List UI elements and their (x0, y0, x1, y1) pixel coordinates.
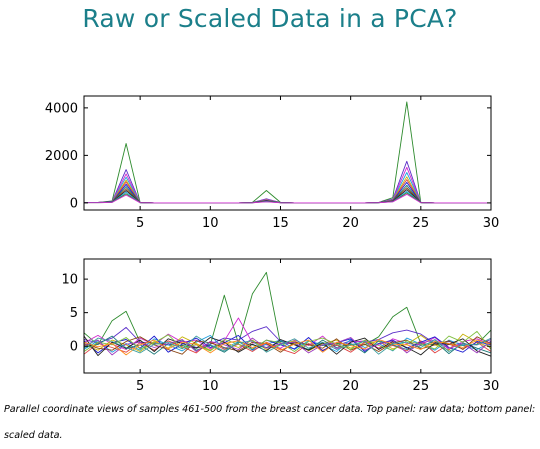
top-series-line-10 (84, 191, 491, 204)
bottom-y-tick-label: 5 (70, 306, 78, 321)
figure-caption: Parallel coordinate views of samples 461… (4, 404, 536, 441)
top-x-tick-label: 25 (413, 216, 430, 231)
bottom-series-line-0 (83, 271, 492, 349)
top-y-tick-label: 4000 (45, 101, 78, 116)
bottom-x-tick-label: 5 (136, 379, 144, 394)
top-series-line-4 (84, 176, 491, 204)
top-series-line-6 (84, 181, 491, 204)
top-x-tick-label: 20 (342, 216, 359, 231)
top-x-tick-label: 5 (136, 216, 144, 231)
top-series-line-8 (84, 187, 491, 204)
bottom-y-tick-label: 10 (61, 273, 78, 288)
top-x-tick-label: 15 (272, 216, 289, 231)
top-series-line-0 (84, 101, 491, 204)
bottom-x-tick-label: 20 (342, 379, 359, 394)
raw-data-panel: 5 10 15 20 25 30 0 2000 4000 (45, 95, 500, 231)
top-series-line-1 (84, 160, 491, 204)
bottom-x-tick-label: 15 (272, 379, 289, 394)
bottom-x-tick-label: 10 (202, 379, 219, 394)
top-series-line-2 (84, 166, 491, 204)
top-series-line-9 (84, 189, 491, 204)
scaled-data-panel: 5 10 15 20 25 30 0 5 10 (61, 258, 500, 394)
bottom-plot-frame (83, 258, 492, 374)
bottom-series-line-12 (83, 339, 492, 356)
top-x-tick-label: 10 (202, 216, 219, 231)
top-x-tick-label: 30 (483, 216, 500, 231)
top-series-line-11 (84, 192, 491, 204)
bottom-series-line-11 (83, 337, 492, 356)
top-y-tick-label: 2000 (45, 149, 78, 164)
bottom-x-tick-label: 25 (413, 379, 430, 394)
charts-canvas: 5 10 15 20 25 30 0 2000 4000 5 10 15 20 25 30 0 5 10 (45, 95, 500, 394)
top-series-line-3 (84, 172, 491, 204)
bottom-x-tick-label: 30 (483, 379, 500, 394)
slide-title: Raw or Scaled Data in a PCA? (82, 4, 458, 33)
bottom-y-tick-label: 0 (70, 340, 78, 355)
top-series-line-12 (84, 193, 491, 204)
bottom-series-line-5 (83, 340, 492, 355)
top-plot-frame (83, 95, 492, 211)
top-y-tick-label: 0 (70, 196, 78, 211)
top-series-line-7 (84, 184, 491, 204)
bottom-series-line-13 (83, 335, 492, 355)
top-series-line-5 (84, 179, 491, 204)
